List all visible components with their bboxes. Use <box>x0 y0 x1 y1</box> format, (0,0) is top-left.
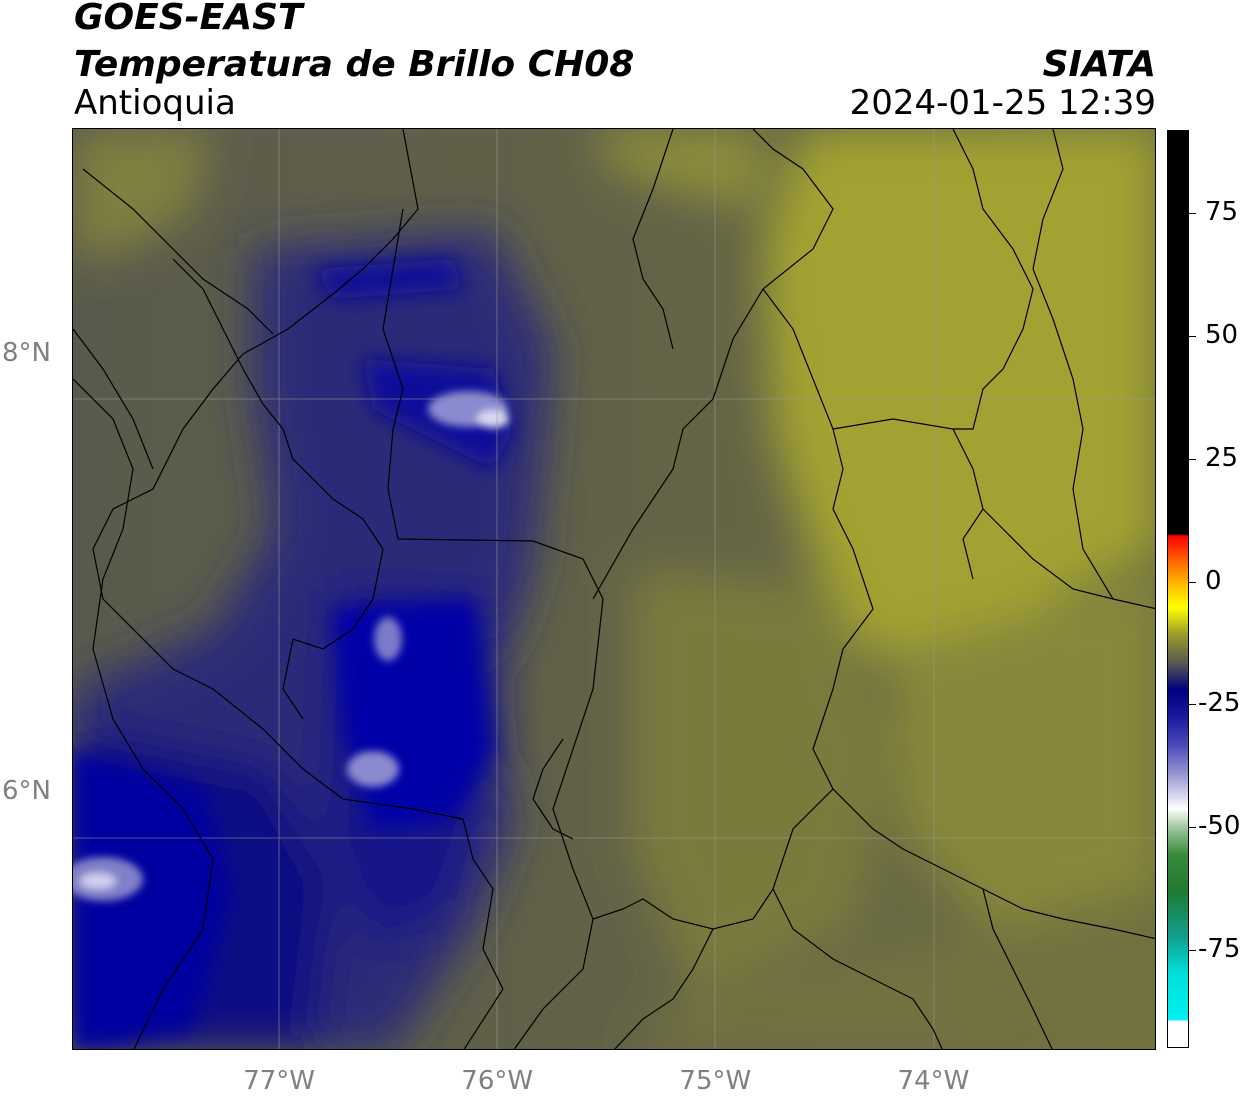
longitude-tick-label: 75°W <box>679 1066 752 1096</box>
organization-label: SIATA <box>1042 44 1156 85</box>
longitude-tick-label: 76°W <box>461 1066 534 1096</box>
colorbar-tick-label: 75 <box>1205 197 1239 228</box>
colorbar-tick-mark <box>1189 581 1196 583</box>
colorbar-tick-label: -50 <box>1198 811 1241 842</box>
colorbar-tick-label: 0 <box>1205 565 1222 596</box>
longitude-tick-label: 74°W <box>897 1066 970 1096</box>
colorbar-tick-label: 50 <box>1205 320 1239 351</box>
colorbar-tick-label: -25 <box>1198 688 1241 719</box>
administrative-borders <box>73 129 1155 1049</box>
longitude-tick-label: 77°W <box>243 1066 315 1096</box>
colorbar-tick-mark <box>1189 213 1196 215</box>
colorbar-tick-mark <box>1189 458 1196 460</box>
product-title: Temperatura de Brillo CH08 <box>74 44 635 85</box>
temperature-colorbar <box>1167 130 1189 1048</box>
satellite-title: GOES-EAST <box>74 0 303 38</box>
latitude-tick-label: 8°N <box>2 337 51 368</box>
latitude-tick-label: 6°N <box>2 775 51 806</box>
colorbar-tick-label: -75 <box>1198 933 1241 964</box>
region-label: Antioquia <box>74 83 236 123</box>
colorbar-tick-label: 25 <box>1205 442 1239 473</box>
warm-yellow-regions <box>73 129 1155 1049</box>
colorbar-tick-mark <box>1189 704 1196 706</box>
satellite-map <box>72 128 1156 1050</box>
gridlines <box>73 129 1155 1049</box>
colorbar-tick-mark <box>1189 336 1196 338</box>
colorbar-tick-mark <box>1189 827 1196 829</box>
colorbar-tick-mark <box>1189 949 1196 951</box>
datetime-label: 2024-01-25 12:39 <box>849 83 1156 123</box>
coldest-tops <box>73 391 509 901</box>
